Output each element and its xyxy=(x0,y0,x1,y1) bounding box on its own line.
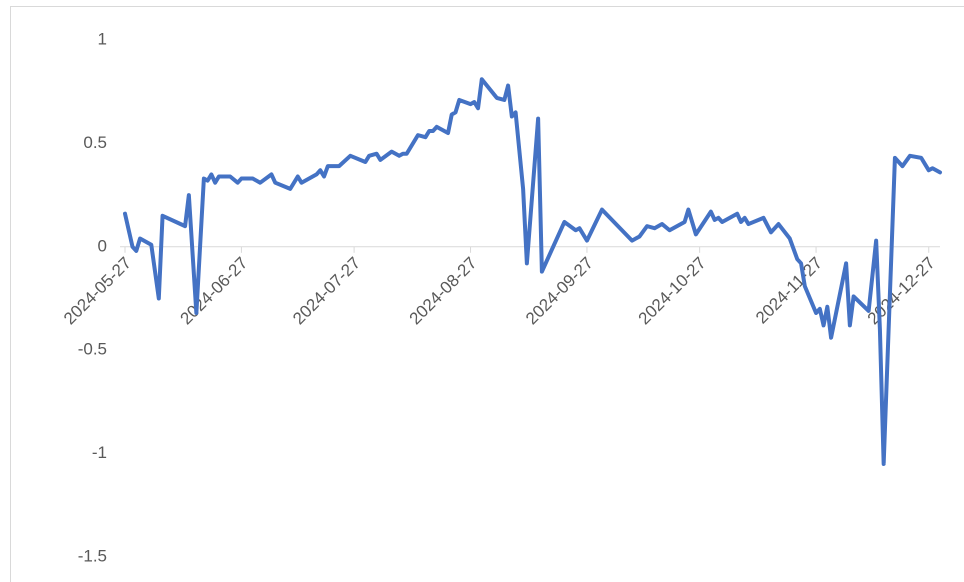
y-tick-label: -1.5 xyxy=(78,546,107,565)
y-tick-label: 1 xyxy=(98,29,107,48)
data-line xyxy=(123,77,942,466)
y-tick-label: 0.5 xyxy=(83,133,107,152)
chart-frame xyxy=(10,6,964,582)
y-tick-label: -1 xyxy=(92,443,107,462)
y-tick-label: 0 xyxy=(98,236,107,255)
y-tick-label: -0.5 xyxy=(78,340,107,359)
